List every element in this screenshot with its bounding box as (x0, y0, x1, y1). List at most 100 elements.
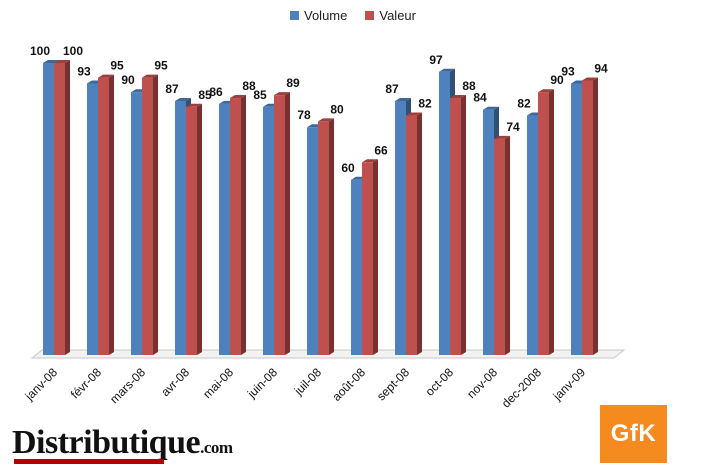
bar-valeur-7 (362, 162, 373, 355)
x-tick-label-1: févr-08 (68, 365, 105, 402)
bar-valeur-0 (54, 63, 65, 355)
data-label-valeur-9: 88 (462, 79, 476, 93)
gfk-logo-text: GfK (610, 420, 657, 447)
data-label-valeur-4: 88 (242, 79, 256, 93)
bar-valeur-3 (186, 106, 197, 355)
data-label-volume-2: 90 (121, 73, 135, 87)
bar-top-volume-9 (439, 68, 455, 72)
data-label-valeur-0: 100 (63, 44, 83, 58)
x-tick-label-12: janv-09 (550, 365, 589, 404)
data-label-valeur-10: 74 (506, 120, 520, 134)
bar-volume-2 (131, 92, 142, 355)
distributique-logo: Distributique.com (12, 426, 233, 464)
bar-top-valeur-0 (54, 60, 70, 63)
data-label-volume-4: 86 (209, 85, 223, 99)
bar-side-valeur-10 (505, 135, 510, 355)
bar-top-valeur-1 (98, 74, 114, 78)
bar-volume-7 (351, 179, 362, 355)
bar-top-valeur-3 (186, 103, 202, 107)
data-label-volume-12: 93 (561, 64, 575, 78)
legend-swatch-volume (290, 11, 299, 20)
data-label-valeur-5: 89 (286, 76, 300, 90)
bar-valeur-9 (450, 98, 461, 355)
bar-top-valeur-10 (494, 135, 510, 139)
data-label-valeur-11: 90 (550, 73, 564, 87)
data-label-volume-6: 78 (297, 108, 311, 122)
bar-top-valeur-12 (582, 77, 598, 81)
bar-side-valeur-8 (417, 112, 422, 355)
x-tick-label-10: nov-08 (464, 365, 500, 401)
bar-side-valeur-4 (241, 95, 246, 355)
bar-top-volume-10 (483, 106, 499, 110)
data-label-valeur-8: 82 (418, 97, 432, 111)
data-label-volume-11: 82 (517, 97, 531, 111)
bar-volume-6 (307, 127, 318, 356)
bar-side-valeur-5 (285, 92, 290, 356)
data-label-volume-8: 87 (385, 82, 399, 96)
bar-top-volume-0 (43, 60, 59, 63)
legend-item-valeur: Valeur (365, 8, 416, 23)
bar-valeur-6 (318, 121, 329, 356)
bar-volume-3 (175, 100, 186, 356)
bar-top-valeur-6 (318, 118, 334, 122)
bar-valeur-11 (538, 92, 549, 355)
data-label-volume-10: 84 (473, 91, 487, 105)
x-tick-label-7: août-08 (329, 365, 368, 404)
x-tick-label-8: sept-08 (374, 365, 412, 403)
x-tick-label-11: dec-2008 (499, 365, 545, 411)
data-label-valeur-7: 66 (374, 143, 388, 157)
bar-side-valeur-9 (461, 95, 466, 355)
bar-side-valeur-0 (65, 60, 70, 355)
bar-volume-12 (571, 83, 582, 355)
legend-item-volume: Volume (290, 8, 347, 23)
bar-side-valeur-2 (153, 74, 158, 355)
bar-volume-10 (483, 109, 494, 355)
bar-valeur-4 (230, 98, 241, 355)
bar-top-valeur-9 (450, 95, 466, 99)
bar-top-valeur-4 (230, 95, 246, 99)
bar-volume-11 (527, 115, 538, 355)
bar-volume-1 (87, 83, 98, 355)
bar-top-valeur-5 (274, 92, 290, 96)
brand-suffix: .com (200, 438, 233, 457)
chart-legend: Volume Valeur (290, 8, 416, 23)
bar-valeur-10 (494, 138, 505, 355)
gfk-logo: GfK (600, 405, 667, 463)
bar-volume-9 (439, 71, 450, 355)
bar-valeur-2 (142, 77, 153, 355)
data-label-volume-7: 60 (341, 161, 355, 175)
bar-top-volume-3 (175, 97, 191, 101)
bar-valeur-1 (98, 77, 109, 355)
x-tick-label-9: oct-08 (423, 365, 457, 399)
bar-valeur-8 (406, 115, 417, 355)
bar-volume-0 (43, 63, 54, 355)
legend-label-valeur: Valeur (379, 8, 416, 23)
data-label-valeur-1: 95 (110, 59, 124, 73)
bar-side-valeur-7 (373, 159, 378, 355)
bar-side-valeur-3 (197, 103, 202, 355)
legend-swatch-valeur (365, 11, 375, 20)
bar-volume-4 (219, 103, 230, 355)
legend-label-volume: Volume (304, 8, 348, 23)
x-tick-label-5: juin-08 (244, 365, 280, 401)
data-label-volume-1: 93 (77, 64, 91, 78)
data-label-volume-0: 100 (30, 44, 50, 58)
data-label-valeur-12: 94 (594, 62, 608, 76)
bar-side-valeur-1 (109, 74, 114, 355)
x-tick-label-2: mars-08 (107, 365, 148, 406)
brand-strip (14, 459, 164, 464)
data-label-valeur-6: 80 (330, 102, 344, 116)
x-tick-label-0: janv-08 (22, 365, 61, 404)
bar-volume-8 (395, 100, 406, 356)
x-tick-label-6: juil-08 (291, 365, 324, 398)
bar-top-volume-8 (395, 97, 411, 101)
bar-side-valeur-6 (329, 118, 334, 356)
x-tick-label-4: mai-08 (200, 365, 236, 401)
bar-top-valeur-11 (538, 89, 554, 93)
bar-top-valeur-8 (406, 112, 422, 116)
data-label-volume-3: 87 (165, 82, 179, 96)
bar-top-valeur-7 (362, 159, 378, 163)
data-label-valeur-2: 95 (154, 59, 168, 73)
bar-valeur-12 (582, 80, 593, 356)
